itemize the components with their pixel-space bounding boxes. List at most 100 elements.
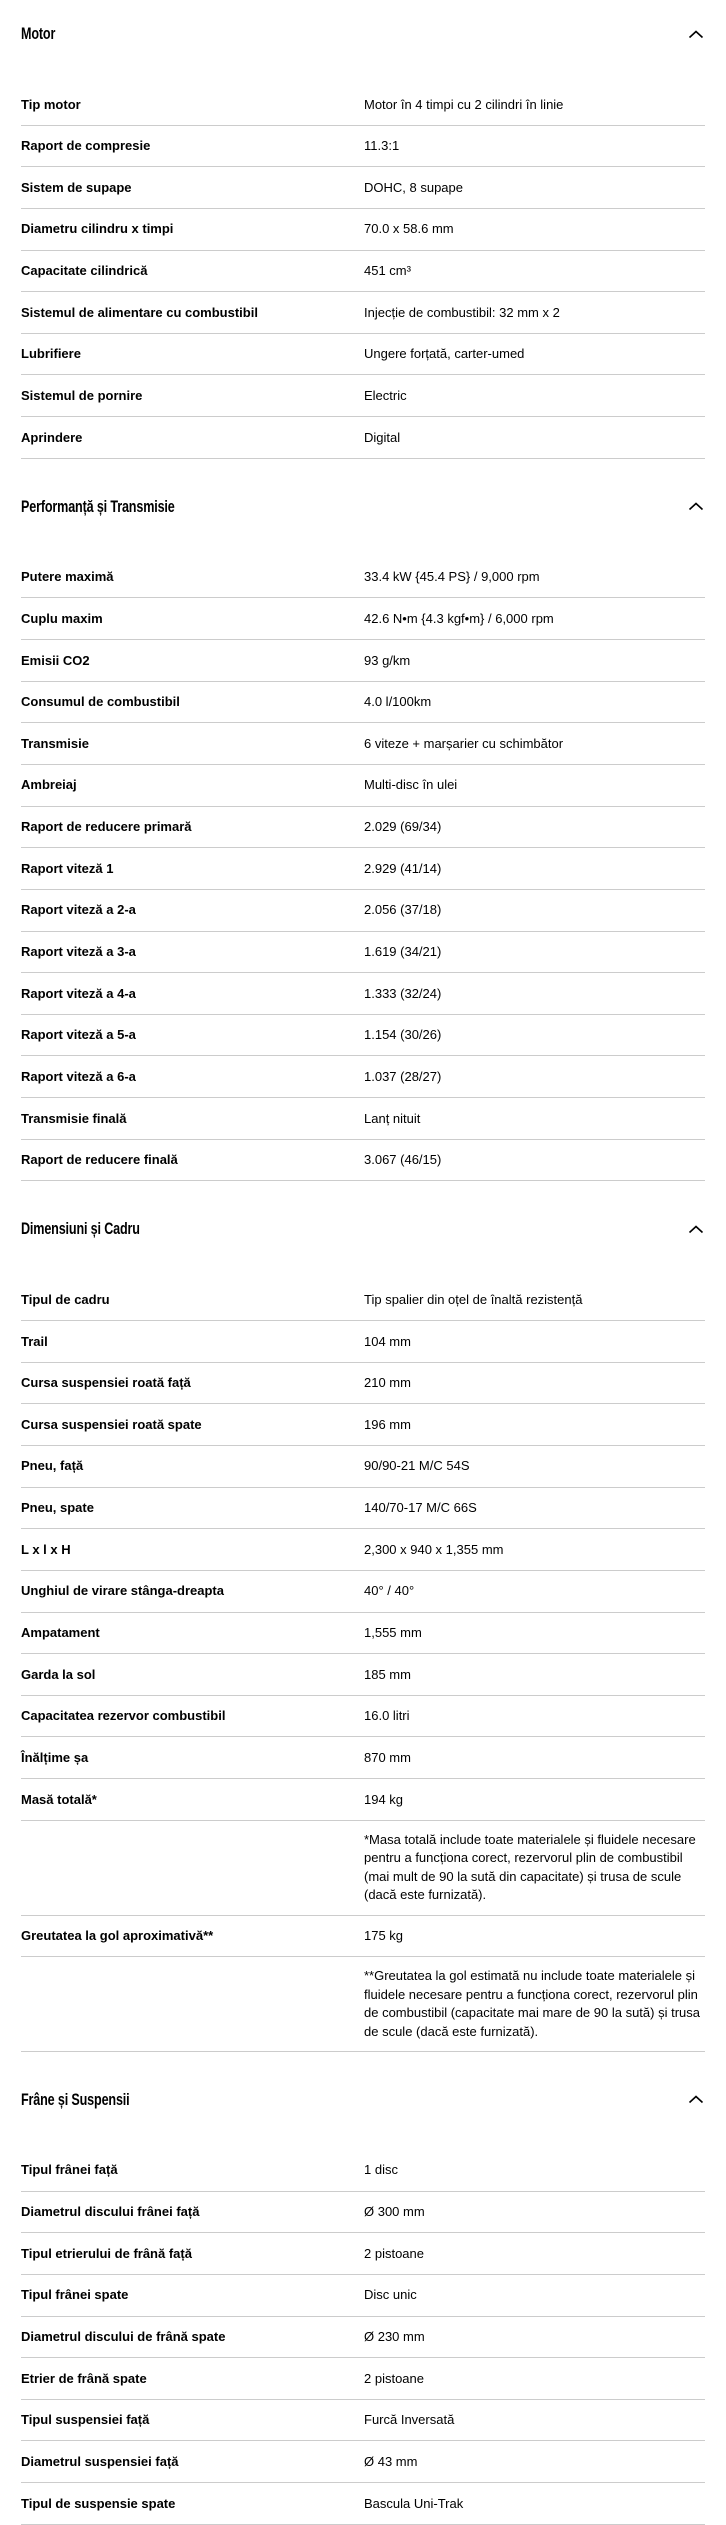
- spec-value: 104 mm: [364, 1333, 411, 1349]
- spec-value: Furcă Inversată: [364, 2412, 455, 2428]
- spec-label: Transmisie finală: [21, 1110, 127, 1126]
- spec-row-raport-viteza-a-5-a: Raport viteză a 5-a 1.154 (30/26): [21, 1015, 705, 1057]
- spec-label: Sistem de supape: [21, 179, 132, 195]
- spec-value: Ø 300 mm: [364, 2204, 425, 2220]
- spec-label: Cuplu maxim: [21, 610, 103, 626]
- spec-value: 194 kg: [364, 1791, 404, 1807]
- spec-label: Pneu, spate: [21, 1500, 94, 1516]
- spec-row-tipul-franei-fata: Tipul frânei față 1 disc: [21, 2150, 705, 2192]
- spec-row-etrier-de-frana-spate: Etrier de frână spate 2 pistoane: [21, 2358, 705, 2400]
- spec-value: Bascula Uni-Trak: [364, 2495, 464, 2511]
- spec-row-garda-la-sol: Garda la sol 185 mm: [21, 1654, 705, 1696]
- spec-row-tipul-suspensiei-fata: Tipul suspensiei față Furcă Inversată: [21, 2400, 705, 2442]
- spec-row-transmisie: Transmisie 6 viteze + marșarier cu schimb…: [21, 723, 705, 765]
- spec-value: 2.029 (69/34): [364, 819, 442, 835]
- section-title: Dimensiuni și Cadru: [21, 1219, 140, 1239]
- spec-value: 140/70-17 M/C 66S: [364, 1500, 477, 1516]
- spec-label: Diametru cilindru x timpi: [21, 221, 174, 237]
- spec-label: Tipul frânei spate: [21, 2287, 129, 2303]
- spec-footnote-text: *Masa totală include toate materialele ș…: [364, 1831, 696, 1903]
- spec-row-capacitatea-rezervor-combustibil: Capacitatea rezervor combustibil 16.0 lit…: [21, 1696, 705, 1738]
- spec-label: Raport viteză a 4-a: [21, 985, 136, 1001]
- spec-row-diametrul-suspensiei-fata: Diametrul suspensiei față Ø 43 mm: [21, 2441, 705, 2484]
- chevron-up-icon[interactable]: [687, 2093, 705, 2107]
- spec-value: 1.154 (30/26): [364, 1027, 442, 1043]
- spec-label: Raport de compresie: [21, 138, 151, 154]
- chevron-up-icon[interactable]: [687, 500, 705, 514]
- spec-value: 11.3:1: [364, 138, 400, 154]
- spec-label: Tipul de cadru: [21, 1291, 110, 1307]
- spec-value: 2,300 x 940 x 1,355 mm: [364, 1541, 504, 1557]
- spec-value: 1 disc: [364, 2162, 398, 2178]
- spec-row-tipul-etrierului-de-frana-fata: Tipul etrierului de frână față 2 pistoane: [21, 2233, 705, 2275]
- spec-value: 70.0 x 58.6 mm: [364, 221, 454, 237]
- spec-value: 3.067 (46/15): [364, 1152, 442, 1168]
- spec-row-raport-viteza-1: Raport viteză 1 2.929 (41/14): [21, 848, 705, 890]
- spec-row-pneu-spate: Pneu, spate 140/70-17 M/C 66S: [21, 1488, 705, 1530]
- spec-row-sistemul-de-alimentare-cu-combustibil: Sistemul de alimentare cu combustibil Inj…: [21, 292, 705, 334]
- spec-value: 2 pistoane: [364, 2370, 424, 2386]
- spec-value: 16.0 litri: [364, 1708, 410, 1724]
- spec-row-greutatea-la-gol-aproximativa: Greutatea la gol aproximativă** 175 kg: [21, 1916, 705, 1958]
- spec-section-frane-si-suspensii: Frâne și Suspensii Tipul frânei față 1 dis…: [21, 2090, 705, 2525]
- spec-row-tipul-de-cadru: Tipul de cadru Tip spalier din oțel de în…: [21, 1279, 705, 1322]
- spec-value: 2.056 (37/18): [364, 902, 442, 918]
- spec-row-tipul-de-suspensie-spate: Tipul de suspensie spate Bascula Uni-Trak: [21, 2483, 705, 2525]
- spec-row-transmisie-finala: Transmisie finală Lanț nituit: [21, 1098, 705, 1140]
- spec-value: Ungere forțată, carter-umed: [364, 346, 525, 362]
- spec-row-cursa-suspensiei-roata-fata: Cursa suspensiei roată față 210 mm: [21, 1363, 705, 1405]
- spec-label: Raport viteză a 5-a: [21, 1027, 136, 1043]
- spec-label: Trail: [21, 1333, 48, 1349]
- spec-label: Cursa suspensiei roată față: [21, 1375, 191, 1391]
- spec-row-raport-viteza-a-4-a: Raport viteză a 4-a 1.333 (32/24): [21, 973, 705, 1015]
- chevron-up-icon[interactable]: [687, 27, 705, 41]
- spec-label: Înălțime șa: [21, 1749, 89, 1765]
- section-rows: Putere maximă 33.4 kW {45.4 PS} / 9,000 r…: [21, 557, 705, 1182]
- spec-label: Garda la sol: [21, 1666, 96, 1682]
- spec-label: Tipul etrierului de frână față: [21, 2245, 192, 2261]
- section-header-frane-si-suspensii[interactable]: Frâne și Suspensii: [21, 2090, 705, 2110]
- spec-label: Sistemul de alimentare cu combustibil: [21, 304, 258, 320]
- spec-value: 1.619 (34/21): [364, 944, 442, 960]
- spec-label: Consumul de combustibil: [21, 694, 180, 710]
- spec-value: 185 mm: [364, 1666, 411, 1682]
- spec-value: 451 cm³: [364, 263, 411, 279]
- spec-value: Multi-disc în ulei: [364, 777, 458, 793]
- section-header-dimensiuni-si-cadru[interactable]: Dimensiuni și Cadru: [21, 1219, 705, 1239]
- section-header-performanta-si-transmisie[interactable]: Performanță și Transmisie: [21, 497, 705, 517]
- spec-label: Ambreiaj: [21, 777, 77, 793]
- spec-row-emisii-co2: Emisii CO2 93 g/km: [21, 640, 705, 682]
- section-header-motor[interactable]: Motor: [21, 24, 705, 44]
- spec-row-ambreiaj: Ambreiaj Multi-disc în ulei: [21, 765, 705, 807]
- spec-value: 4.0 l/100km: [364, 694, 432, 710]
- section-title: Frâne și Suspensii: [21, 2089, 130, 2109]
- spec-section-dimensiuni-si-cadru: Dimensiuni și Cadru Tipul de cadru Tip spa…: [21, 1219, 705, 2052]
- spec-label: Lubrifiere: [21, 346, 81, 362]
- spec-label: Capacitate cilindrică: [21, 263, 148, 279]
- spec-row-capacitate-cilindrica: Capacitate cilindrică 451 cm³: [21, 251, 705, 293]
- spec-row-raport-de-reducere-finala: Raport de reducere finală 3.067 (46/15): [21, 1140, 705, 1182]
- spec-value: 2.929 (41/14): [364, 860, 442, 876]
- spec-value: 1,555 mm: [364, 1625, 422, 1640]
- chevron-up-icon[interactable]: [687, 1222, 705, 1236]
- spec-label: Raport viteză a 6-a: [21, 1068, 136, 1084]
- spec-value: 2 pistoane: [364, 2245, 424, 2261]
- spec-label: Greutatea la gol aproximativă**: [21, 1928, 214, 1944]
- spec-row-sistem-de-supape: Sistem de supape DOHC, 8 supape: [21, 167, 705, 209]
- spec-row-trail: Trail 104 mm: [21, 1321, 705, 1363]
- spec-label: Sistemul de pornire: [21, 387, 143, 403]
- spec-value: Injecție de combustibil: 32 mm x 2: [364, 304, 560, 320]
- spec-section-performanta-si-transmisie: Performanță și Transmisie Putere maximă 33…: [21, 497, 705, 1182]
- spec-label: Tipul de suspensie spate: [21, 2495, 176, 2511]
- spec-value: 42.6 N•m {4.3 kgf•m} / 6,000 rpm: [364, 610, 554, 626]
- spec-label: Etrier de frână spate: [21, 2370, 147, 2386]
- spec-row-putere-maxima: Putere maximă 33.4 kW {45.4 PS} / 9,000 r…: [21, 557, 705, 599]
- spec-row-masa-totala: Masă totală* 194 kg: [21, 1779, 705, 1821]
- spec-label: Ampatament: [21, 1625, 100, 1640]
- spec-label: Transmisie: [21, 735, 89, 751]
- spec-row-sistemul-de-pornire: Sistemul de pornire Electric: [21, 375, 705, 418]
- spec-footnote-row: *Masa totală include toate materialele ș…: [21, 1821, 705, 1916]
- spec-label: Raport de reducere finală: [21, 1152, 178, 1168]
- spec-value: 90/90-21 M/C 54S: [364, 1458, 470, 1474]
